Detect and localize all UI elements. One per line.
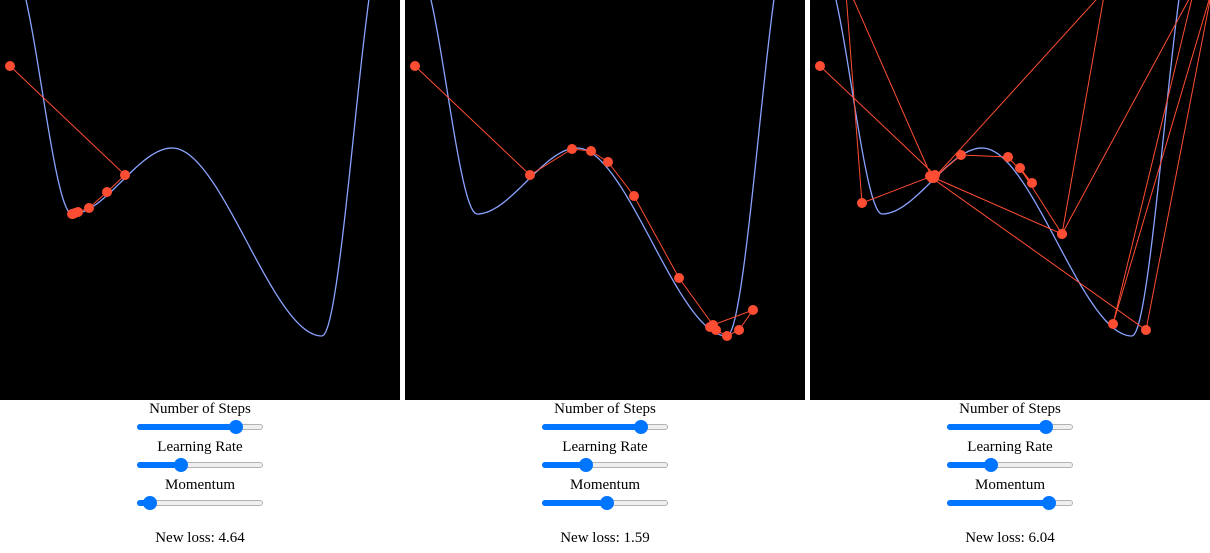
slider-fill (542, 424, 641, 430)
slider-fill (542, 500, 608, 506)
slider-fill (542, 462, 586, 468)
learning-rate-slider[interactable] (137, 458, 263, 472)
momentum-slider[interactable] (137, 496, 263, 510)
learning-rate-slider[interactable] (542, 458, 668, 472)
momentum-slider[interactable] (947, 496, 1073, 510)
descent-points (5, 61, 130, 219)
descent-point (1141, 325, 1151, 335)
new-loss-text: New loss: 1.59 (560, 530, 650, 546)
optimizer-panel-3: Number of Steps Learning Rate Momentum N… (810, 0, 1210, 553)
descent-point (5, 61, 15, 71)
learning-rate-label: Learning Rate (562, 439, 648, 455)
optimizer-panel-1: Number of Steps Learning Rate Momentum N… (0, 0, 400, 553)
loss-plot (810, 0, 1210, 400)
descent-point (67, 209, 77, 219)
slider-thumb[interactable] (1042, 496, 1057, 510)
steps-slider[interactable] (137, 420, 263, 434)
descent-point (1015, 163, 1025, 173)
descent-point (629, 191, 639, 201)
descent-point (674, 273, 684, 283)
descent-point (586, 146, 596, 156)
slider-fill (947, 500, 1050, 506)
descent-point (705, 322, 715, 332)
steps-label: Number of Steps (149, 401, 251, 417)
loss-plot-svg (810, 0, 1210, 400)
descent-points (410, 61, 758, 341)
descent-point (1027, 178, 1037, 188)
steps-slider[interactable] (542, 420, 668, 434)
descent-point (925, 171, 935, 181)
slider-thumb[interactable] (142, 496, 157, 510)
descent-path (819, 0, 1210, 331)
loss-plot-svg (405, 0, 805, 400)
learning-rate-label: Learning Rate (967, 439, 1053, 455)
descent-point (748, 305, 758, 315)
momentum-slider[interactable] (542, 496, 668, 510)
slider-thumb[interactable] (983, 458, 998, 472)
slider-thumb[interactable] (600, 496, 615, 510)
steps-label: Number of Steps (554, 401, 656, 417)
steps-slider[interactable] (947, 420, 1073, 434)
new-loss-text: New loss: 6.04 (965, 530, 1055, 546)
loss-plot-svg (0, 0, 400, 400)
optimizer-panel-2: Number of Steps Learning Rate Momentum N… (405, 0, 805, 553)
descent-point (84, 203, 94, 213)
slider-fill (137, 462, 181, 468)
loss-curve (810, 0, 1210, 337)
learning-rate-label: Learning Rate (157, 439, 243, 455)
descent-point (1057, 229, 1067, 239)
momentum-label: Momentum (975, 477, 1045, 493)
slider-thumb[interactable] (173, 458, 188, 472)
descent-points (815, 61, 1151, 335)
descent-point (815, 61, 825, 71)
plot-background (0, 0, 400, 400)
slider-thumb[interactable] (578, 458, 593, 472)
steps-label: Number of Steps (959, 401, 1061, 417)
loss-curve (0, 0, 400, 337)
descent-point (410, 61, 420, 71)
slider-thumb[interactable] (633, 420, 648, 434)
descent-point (567, 144, 577, 154)
plot-background (405, 0, 805, 400)
slider-thumb[interactable] (1038, 420, 1053, 434)
descent-point (1108, 319, 1118, 329)
loss-plot (0, 0, 400, 400)
descent-point (1003, 152, 1013, 162)
momentum-label: Momentum (165, 477, 235, 493)
descent-point (956, 150, 966, 160)
descent-point (102, 187, 112, 197)
descent-point (603, 157, 613, 167)
slider-fill (947, 462, 991, 468)
descent-point (857, 198, 867, 208)
slider-thumb[interactable] (228, 420, 243, 434)
descent-point (525, 170, 535, 180)
descent-point (120, 170, 130, 180)
slider-fill (137, 424, 236, 430)
descent-point (734, 325, 744, 335)
new-loss-text: New loss: 4.64 (155, 530, 245, 546)
loss-plot (405, 0, 805, 400)
learning-rate-slider[interactable] (947, 458, 1073, 472)
momentum-label: Momentum (570, 477, 640, 493)
slider-fill (947, 424, 1046, 430)
descent-point (722, 331, 732, 341)
